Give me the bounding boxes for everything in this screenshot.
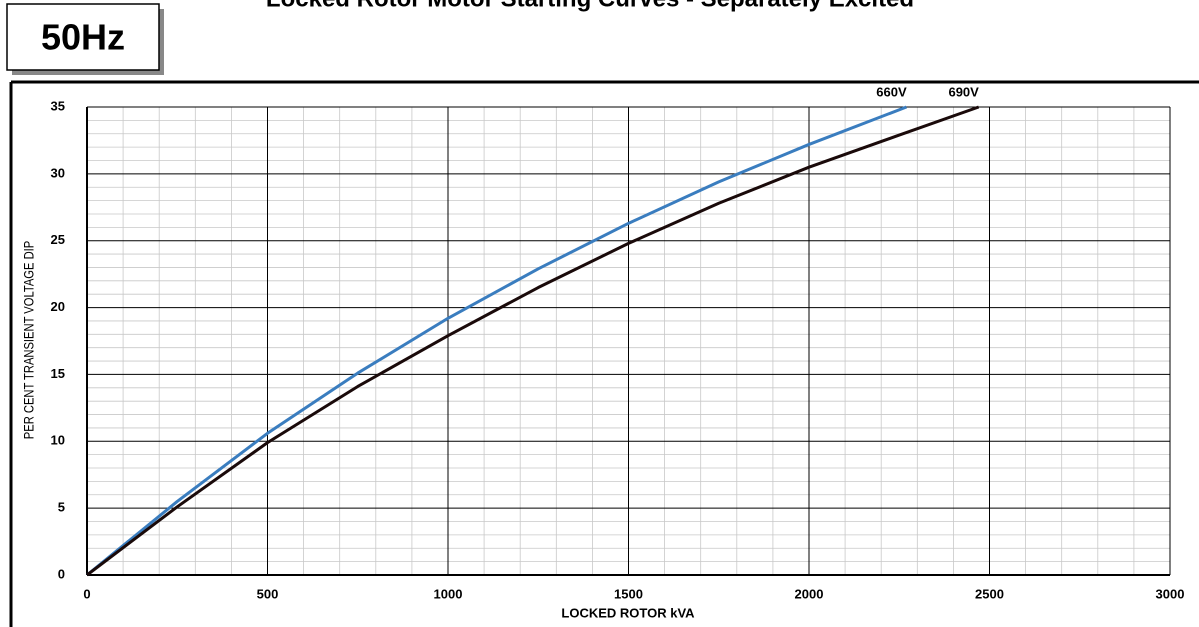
series-line [86, 105, 980, 577]
legend-label: 660V [876, 84, 907, 99]
badge-box [6, 3, 160, 71]
y-tick-label: 10 [51, 433, 65, 448]
x-tick-label: 1500 [614, 586, 643, 601]
y-axis-label: PER CENT TRANSIENT VOLTAGE DIP [22, 241, 37, 439]
y-tick-label: 15 [51, 366, 65, 381]
y-tick-label: 20 [51, 299, 65, 314]
y-tick-label: 5 [58, 500, 65, 515]
y-tick-label: 35 [51, 98, 65, 113]
x-tick-label: 500 [257, 586, 279, 601]
chart-title: Locked Rotor Motor Starting Curves - Sep… [266, 0, 914, 12]
y-tick-label: 30 [51, 165, 65, 180]
x-tick-label: 3000 [1156, 586, 1185, 601]
x-tick-label: 1000 [434, 586, 463, 601]
x-axis-label: LOCKED ROTOR kVA [561, 605, 695, 620]
badge: 50Hz [41, 17, 125, 58]
x-tick-label: 0 [83, 586, 90, 601]
y-tick-label: 25 [51, 232, 65, 247]
legend-label: 690V [948, 84, 979, 99]
series-line [86, 105, 908, 577]
x-tick-label: 2500 [975, 586, 1004, 601]
y-tick-label: 0 [58, 566, 65, 581]
x-tick-label: 2000 [795, 586, 824, 601]
